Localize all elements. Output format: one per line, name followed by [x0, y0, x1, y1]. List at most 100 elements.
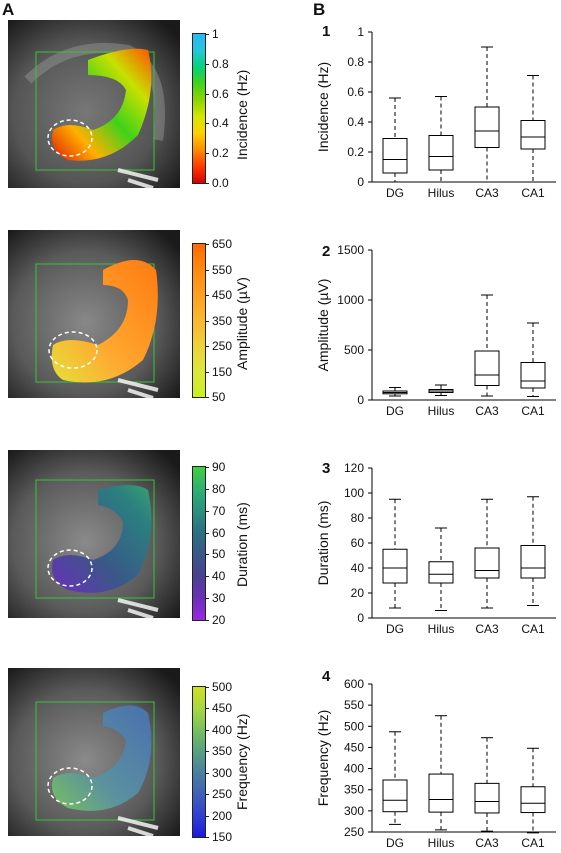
colorbar-tick-label: 150	[212, 830, 233, 844]
box-ca1	[520, 786, 546, 814]
colorbar-tick-label: 250	[212, 339, 233, 353]
colorbar-tick	[205, 837, 209, 838]
colorbar-tick	[205, 510, 209, 512]
y-tick-label: 0.6	[347, 85, 364, 99]
x-tick-label: DG	[386, 404, 404, 418]
boxplot-frequency: 250 300 350 400 450 500 550 600 Frequency (Hz) DG…	[315, 677, 556, 850]
box-ca1	[520, 120, 546, 150]
colorbar-tick-label: 50	[212, 390, 226, 404]
colorbar-tick	[205, 93, 209, 95]
colorbar-tick	[205, 397, 209, 398]
panel-label-b: B	[313, 0, 326, 19]
colorbar-tick	[205, 772, 209, 774]
colorbar-tick-label: 350	[212, 744, 233, 759]
y-tick-label: 0.2	[347, 145, 364, 159]
colorbar-tick	[205, 269, 209, 271]
row-num-b2: 2	[322, 243, 331, 260]
y-tick-label: 100	[344, 486, 364, 500]
y-tick-label: 300	[344, 804, 364, 818]
colorbar-tick	[205, 751, 209, 753]
y-tick-label: 1500	[337, 243, 364, 257]
x-tick-label: CA3	[475, 622, 499, 636]
colorbar-tick-label: 0.4	[212, 116, 229, 131]
colorbar-tick	[205, 467, 209, 468]
colorbar-tick	[205, 708, 209, 710]
box-hilus	[428, 561, 454, 584]
colorbar-frequency	[192, 686, 206, 838]
boxplot-duration: 0 20 40 60 80 100 120 Duration (ms) DG Hilus CA3 CA…	[315, 461, 556, 636]
colorbar-tick	[205, 620, 209, 621]
colorbar-tick-label: 0.2	[212, 146, 229, 161]
colorbar-tick	[205, 153, 209, 155]
colorbar-tick-label: 0.8	[212, 56, 229, 71]
y-tick-label: 500	[344, 719, 364, 733]
colorbar-tick-label: 450	[212, 701, 233, 716]
colorbar-tick-label: 40	[212, 569, 226, 584]
colorbar-tick-label: 500	[212, 680, 233, 694]
box-ca3	[474, 782, 500, 814]
x-tick-label: CA3	[475, 836, 499, 850]
box-dg	[382, 548, 408, 584]
y-tick-label: 250	[344, 825, 364, 839]
boxplot-incidence: 0 0.2 0.4 0.6 0.8 1 Incidence (Hz) DG Hilus CA3 CA…	[315, 25, 556, 200]
colorbar-tick	[205, 320, 209, 322]
slice-map-amplitude	[8, 230, 180, 398]
panel-label-a: A	[2, 0, 15, 19]
row-num-b4: 4	[322, 668, 331, 685]
box-ca3	[474, 106, 500, 148]
y-axis-label: Amplitude (µV)	[315, 279, 331, 372]
colorbar-tick-label: 450	[212, 288, 233, 302]
colorbar-tick-label: 650	[212, 237, 233, 251]
colorbar-tick-label: 550	[212, 262, 233, 277]
boxplot-amplitude: 0 500 1000 1500 Amplitude (µV) DG Hilus CA3 CA1	[315, 243, 556, 418]
y-axis-label: Incidence (Hz)	[315, 62, 331, 152]
colorbar-tick	[205, 63, 209, 65]
x-tick-label: CA1	[521, 186, 545, 200]
x-tick-label: DG	[386, 622, 404, 636]
colorbar-tick-label: 20	[212, 613, 226, 627]
y-tick-label: 0	[357, 611, 364, 625]
x-tick-label: CA3	[475, 404, 499, 418]
colorbar-tick	[205, 687, 209, 688]
y-tick-label: 20	[351, 586, 365, 600]
y-tick-label: 600	[344, 677, 364, 691]
box-ca1	[520, 362, 546, 389]
colorbar-tick	[205, 488, 209, 490]
x-tick-label: Hilus	[428, 186, 455, 200]
y-tick-label: 350	[344, 783, 364, 797]
y-tick-label: 400	[344, 762, 364, 776]
colorbar-amplitude	[192, 243, 206, 398]
x-tick-label: CA1	[521, 404, 545, 418]
colorbar-title-frequency: Frequency (Hz)	[234, 713, 250, 810]
x-tick-label: Hilus	[428, 404, 455, 418]
colorbar-tick	[205, 815, 209, 817]
colorbar-tick-label: 0.0	[212, 176, 229, 190]
row-num-b3: 3	[322, 460, 331, 477]
box-ca3	[474, 350, 500, 386]
colorbar-tick-label: 60	[212, 525, 226, 540]
colorbar-tick-label: 250	[212, 787, 233, 802]
colorbar-tick-label: 0.6	[212, 86, 229, 101]
colorbar-tick	[205, 576, 209, 578]
y-tick-label: 1	[357, 25, 364, 39]
colorbar-tick-label: 30	[212, 591, 226, 606]
colorbar-title-incidence: Incidence (Hz)	[234, 69, 250, 160]
slice-map-incidence	[8, 20, 180, 188]
box-dg	[382, 138, 408, 174]
colorbar-title-amplitude: Amplitude (µV)	[234, 277, 250, 370]
x-tick-label: DG	[386, 186, 404, 200]
colorbar-tick-label: 300	[212, 765, 233, 780]
box-dg	[382, 779, 408, 813]
colorbar-tick-label: 400	[212, 722, 233, 737]
colorbar-tick-label: 1	[212, 27, 219, 41]
x-tick-label: CA3	[475, 186, 499, 200]
colorbar-tick-label: 50	[212, 547, 226, 562]
y-tick-label: 0	[357, 393, 364, 407]
y-tick-label: 60	[351, 536, 365, 550]
colorbar-tick-label: 350	[212, 313, 233, 328]
colorbar-tick	[205, 371, 209, 373]
y-tick-label: 0.8	[347, 55, 364, 69]
box-ca3	[474, 547, 500, 579]
y-tick-label: 120	[344, 461, 364, 475]
slice-map-frequency	[8, 668, 180, 836]
